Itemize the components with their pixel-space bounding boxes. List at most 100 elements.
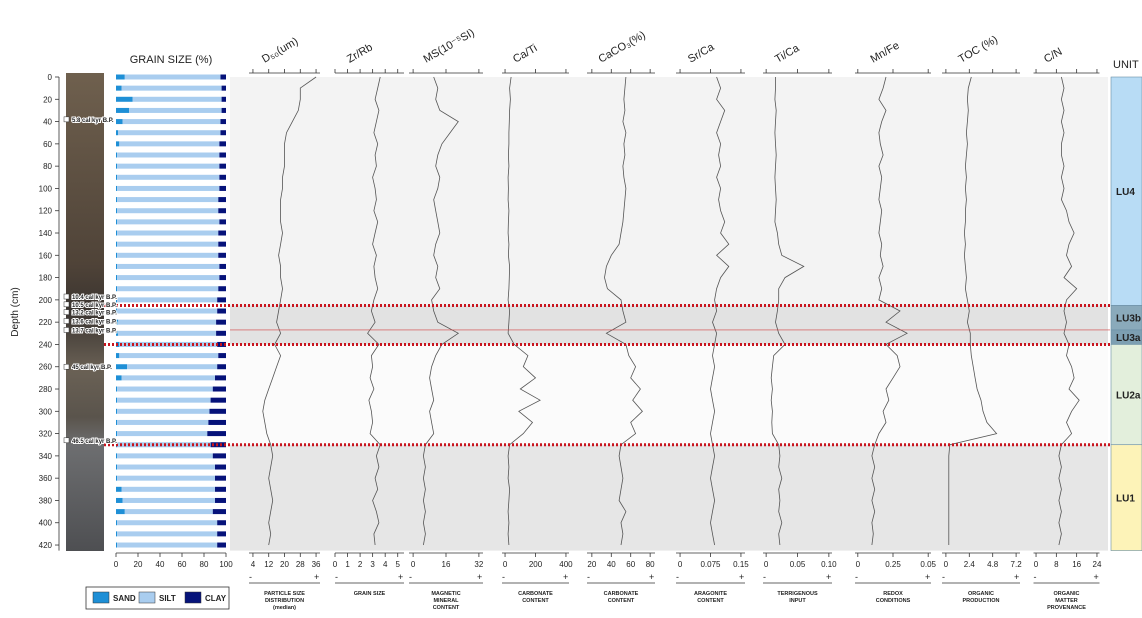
panel-title: GRAIN SIZE (%) bbox=[130, 54, 213, 66]
x-tick-label: 60 bbox=[178, 560, 187, 569]
grain-bar bbox=[117, 308, 218, 314]
legend-swatch bbox=[92, 591, 110, 604]
legend-swatch bbox=[138, 591, 156, 604]
grain-bar bbox=[221, 96, 226, 102]
x-tick-label: 8 bbox=[1054, 560, 1059, 569]
y-tick-label: 140 bbox=[39, 229, 53, 238]
grain-bar bbox=[116, 241, 118, 247]
grain-bar bbox=[117, 397, 211, 403]
unit-shade bbox=[230, 344, 1108, 445]
grain-bar bbox=[117, 542, 218, 548]
grain-bar bbox=[117, 464, 215, 470]
x-tick-label: 40 bbox=[607, 560, 616, 569]
arrow-minus: - bbox=[587, 572, 590, 582]
grain-bar bbox=[117, 453, 213, 459]
arrow-plus: + bbox=[1094, 572, 1099, 582]
grain-bar bbox=[220, 119, 226, 125]
age-label: 10.5 cal kyr B.P. bbox=[72, 303, 117, 309]
grain-bar bbox=[116, 141, 120, 147]
grain-bar bbox=[116, 408, 118, 414]
profile-line bbox=[871, 76, 908, 546]
grain-bar bbox=[117, 275, 220, 281]
grain-bar bbox=[116, 475, 118, 481]
y-tick-label: 420 bbox=[39, 541, 53, 550]
grain-bar bbox=[116, 419, 118, 425]
grain-bar bbox=[218, 252, 226, 258]
grain-bar bbox=[221, 107, 226, 113]
x-tick-label: 12 bbox=[264, 560, 273, 569]
arrow-plus: + bbox=[398, 572, 403, 582]
grain-bar bbox=[219, 263, 226, 269]
grain-bar bbox=[116, 252, 118, 258]
grain-bar bbox=[116, 509, 125, 515]
grain-bar bbox=[116, 275, 118, 281]
profile-line bbox=[710, 76, 730, 546]
arrow-plus: + bbox=[314, 572, 319, 582]
grain-bar bbox=[117, 520, 218, 526]
grain-bar bbox=[121, 375, 215, 381]
grain-bar bbox=[218, 286, 226, 292]
core-photo bbox=[66, 73, 104, 551]
x-tick-label: 0.25 bbox=[885, 560, 901, 569]
grain-bar bbox=[118, 330, 217, 336]
legend-label: CLAY bbox=[205, 594, 227, 603]
y-tick-label: 380 bbox=[39, 496, 53, 505]
grain-bar bbox=[116, 397, 118, 403]
arrow-plus: + bbox=[925, 572, 930, 582]
grain-bar bbox=[116, 219, 118, 225]
grain-bar bbox=[116, 286, 118, 292]
grain-bar bbox=[217, 364, 226, 370]
grain-bar bbox=[117, 219, 220, 225]
x-tick-label: 20 bbox=[280, 560, 289, 569]
grain-bar bbox=[118, 319, 217, 325]
grain-bar bbox=[117, 297, 218, 303]
panel-title: Mn/Fe bbox=[869, 40, 902, 66]
grain-bar bbox=[124, 74, 221, 80]
x-tick-label: 2 bbox=[358, 560, 363, 569]
process-label: CARBONATE bbox=[604, 591, 639, 597]
y-tick-label: 100 bbox=[39, 184, 53, 193]
unit-shade bbox=[230, 444, 1108, 551]
grain-bar bbox=[116, 85, 122, 91]
x-tick-label: 0 bbox=[503, 560, 508, 569]
grain-bar bbox=[212, 509, 226, 515]
arrow-plus: + bbox=[477, 572, 482, 582]
arrow-minus: - bbox=[249, 572, 252, 582]
panel-title: D₅₀(um) bbox=[260, 35, 300, 65]
arrow-minus: - bbox=[942, 572, 945, 582]
grain-bar bbox=[132, 96, 222, 102]
x-tick-label: 16 bbox=[442, 560, 451, 569]
x-tick-label: 100 bbox=[219, 560, 233, 569]
grain-bar bbox=[118, 130, 221, 136]
grain-bar bbox=[217, 542, 226, 548]
grain-bar bbox=[117, 230, 219, 236]
grain-bar bbox=[117, 163, 220, 169]
x-tick-label: 0 bbox=[1034, 560, 1039, 569]
x-tick-label: 0 bbox=[678, 560, 683, 569]
x-tick-label: 4.8 bbox=[987, 560, 999, 569]
process-label: PROVENANCE bbox=[1047, 605, 1086, 611]
grain-bar bbox=[217, 531, 226, 537]
age-marker bbox=[63, 309, 70, 315]
process-label: GRAIN SIZE bbox=[354, 591, 386, 597]
x-tick-label: 1 bbox=[345, 560, 350, 569]
unit-shade bbox=[230, 305, 1108, 330]
profile-line bbox=[262, 76, 317, 546]
age-label: 13.7 cal kyr B.P. bbox=[72, 328, 117, 334]
x-tick-label: 80 bbox=[200, 560, 209, 569]
legend-label: SAND bbox=[113, 594, 136, 603]
grain-bar bbox=[116, 531, 118, 537]
grain-bar bbox=[116, 163, 118, 169]
x-tick-label: 0 bbox=[411, 560, 416, 569]
x-tick-label: 3 bbox=[370, 560, 375, 569]
y-tick-label: 20 bbox=[43, 95, 52, 104]
grain-bar bbox=[116, 375, 122, 381]
grain-bar bbox=[116, 197, 118, 203]
unit-band bbox=[1110, 76, 1142, 306]
grain-bar bbox=[116, 152, 118, 158]
y-tick-label: 0 bbox=[48, 73, 53, 82]
grain-bar bbox=[117, 408, 210, 414]
grain-bar bbox=[219, 174, 226, 180]
grain-bar bbox=[215, 475, 226, 481]
x-tick-label: 0.05 bbox=[790, 560, 806, 569]
